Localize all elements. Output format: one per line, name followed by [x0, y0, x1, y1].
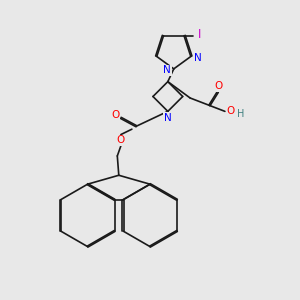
Text: O: O: [227, 106, 235, 116]
Text: N: N: [164, 65, 171, 75]
Text: O: O: [111, 110, 120, 120]
Text: N: N: [194, 52, 202, 63]
Text: I: I: [198, 28, 201, 40]
Text: H: H: [237, 109, 244, 119]
Text: N: N: [164, 113, 172, 123]
Text: O: O: [214, 81, 223, 91]
Text: O: O: [117, 136, 125, 146]
